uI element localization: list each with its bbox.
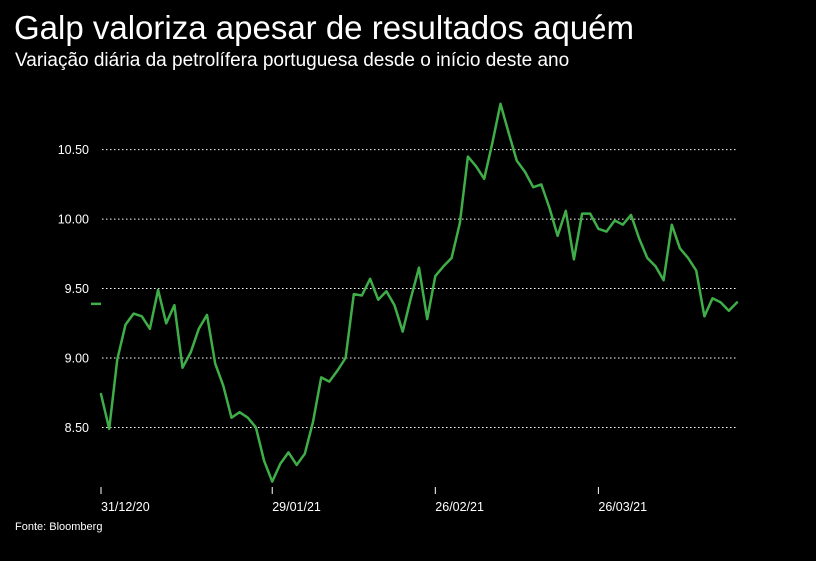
y-tick-label: 8.50 xyxy=(65,421,89,435)
y-axis-ticks: 8.50 9.00 9.50 10.00 10.50 xyxy=(58,143,89,435)
series-line xyxy=(99,102,739,483)
x-tick-label: 29/01/21 xyxy=(272,500,321,514)
chart-subtitle: Variação diária da petrolífera portugues… xyxy=(15,50,570,71)
y-tick-label: 9.50 xyxy=(65,282,89,296)
y-tick-label: 10.00 xyxy=(58,213,89,227)
x-tick-label: 26/02/21 xyxy=(435,500,484,514)
y-tick-label: 9.00 xyxy=(65,352,89,366)
x-axis-ticks: 31/12/20 29/01/21 26/02/21 26/03/21 xyxy=(100,487,647,514)
price-line xyxy=(99,102,739,483)
x-tick-label: 31/12/20 xyxy=(101,500,150,514)
source-note: Fonte: Bloomberg xyxy=(15,521,103,533)
y-tick-label: 10.50 xyxy=(58,143,89,157)
chart-title: Galp valoriza apesar de resultados aquém xyxy=(14,9,635,46)
x-tick-label: 26/03/21 xyxy=(598,500,647,514)
gridlines xyxy=(102,149,737,428)
